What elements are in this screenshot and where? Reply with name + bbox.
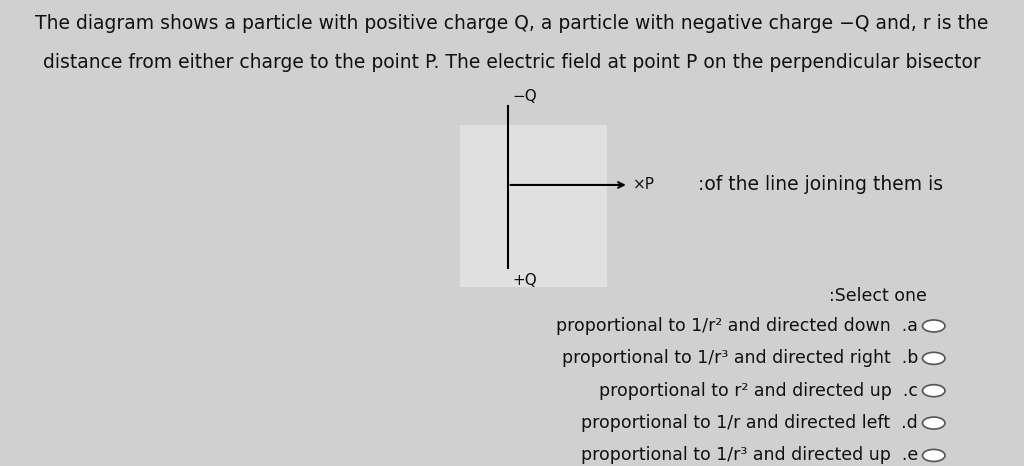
- Circle shape: [923, 449, 945, 461]
- Text: The diagram shows a particle with positive charge Q, a particle with negative ch: The diagram shows a particle with positi…: [35, 14, 989, 33]
- Text: proportional to 1/r³ and directed right  .b: proportional to 1/r³ and directed right …: [562, 350, 919, 367]
- Text: :Select one: :Select one: [829, 287, 927, 305]
- Circle shape: [923, 352, 945, 364]
- Text: +Q: +Q: [512, 273, 537, 288]
- Text: proportional to r² and directed up  .c: proportional to r² and directed up .c: [599, 382, 919, 400]
- Text: distance from either charge to the point P. The electric field at point P on the: distance from either charge to the point…: [43, 53, 981, 72]
- Circle shape: [923, 385, 945, 397]
- Circle shape: [923, 320, 945, 332]
- Text: ×P: ×P: [633, 178, 655, 192]
- Text: proportional to 1/r² and directed down  .a: proportional to 1/r² and directed down .…: [556, 317, 919, 335]
- Text: proportional to 1/r and directed left  .d: proportional to 1/r and directed left .d: [582, 414, 919, 432]
- Text: −Q: −Q: [512, 89, 537, 104]
- Text: proportional to 1/r³ and directed up  .e: proportional to 1/r³ and directed up .e: [581, 446, 919, 465]
- Text: :of the line joining them is: :of the line joining them is: [697, 176, 943, 194]
- FancyBboxPatch shape: [460, 125, 607, 287]
- Circle shape: [923, 417, 945, 429]
